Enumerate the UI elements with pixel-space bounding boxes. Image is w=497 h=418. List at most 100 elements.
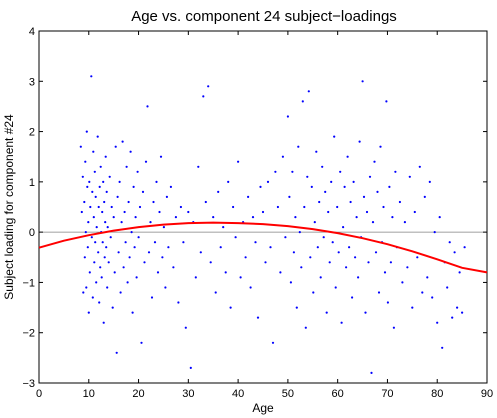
scatter-point bbox=[165, 195, 168, 198]
scatter-point bbox=[458, 271, 461, 274]
scatter-point bbox=[125, 165, 128, 168]
scatter-point bbox=[333, 135, 336, 138]
scatter-point bbox=[428, 180, 431, 183]
scatter-point bbox=[132, 185, 135, 188]
scatter-point bbox=[167, 246, 170, 249]
scatter-point bbox=[310, 185, 313, 188]
scatter-point bbox=[313, 221, 316, 224]
scatter-point bbox=[446, 286, 449, 289]
scatter-point bbox=[288, 195, 291, 198]
x-tick-label: 90 bbox=[481, 388, 493, 400]
scatter-point bbox=[97, 251, 100, 254]
scatter-point bbox=[90, 236, 93, 239]
scatter-point bbox=[146, 105, 149, 108]
x-tick-label: 80 bbox=[431, 388, 443, 400]
x-tick-label: 60 bbox=[332, 388, 344, 400]
scatter-point bbox=[122, 266, 125, 269]
scatter-point bbox=[161, 256, 164, 259]
scatter-point bbox=[438, 216, 441, 219]
fit-curve-group bbox=[38, 221, 488, 274]
x-tick-label: 20 bbox=[132, 388, 144, 400]
scatter-point bbox=[271, 341, 275, 344]
scatter-point bbox=[149, 221, 152, 224]
scatter-point bbox=[312, 291, 315, 294]
scatter-point bbox=[426, 276, 429, 279]
scatter-point bbox=[88, 180, 91, 183]
scatter-point bbox=[91, 296, 94, 299]
scatter-point bbox=[82, 291, 85, 294]
scatter-point bbox=[398, 200, 401, 204]
scatter-point bbox=[259, 185, 262, 188]
scatter-point bbox=[330, 180, 333, 183]
scatter-point bbox=[150, 296, 154, 299]
y-tick-label: −2 bbox=[22, 328, 35, 340]
scatter-point bbox=[379, 145, 382, 148]
scatter-point bbox=[110, 205, 113, 209]
scatter-point bbox=[357, 276, 360, 279]
scatter-point bbox=[433, 231, 436, 234]
scatter-point bbox=[202, 95, 205, 98]
scatter-point bbox=[266, 180, 270, 183]
scatter-point bbox=[276, 205, 279, 209]
scatter-point bbox=[136, 170, 139, 173]
y-tick-label: 4 bbox=[29, 26, 35, 38]
scatter-point bbox=[301, 100, 304, 103]
scatter-point bbox=[244, 256, 247, 259]
y-tick-label: −1 bbox=[22, 277, 35, 289]
scatter-point bbox=[219, 246, 222, 249]
scatter-point bbox=[451, 316, 454, 319]
scatter-point bbox=[349, 200, 352, 204]
scatter-point bbox=[274, 170, 277, 173]
scatter-point bbox=[254, 241, 257, 244]
scatter-point bbox=[138, 205, 142, 209]
scatter-point bbox=[391, 216, 394, 219]
scatter-point bbox=[124, 241, 127, 244]
scatter-point bbox=[174, 216, 177, 219]
scatter-point bbox=[101, 210, 104, 214]
scatter-point bbox=[207, 85, 210, 88]
y-axis-label: Subject loading for component #24 bbox=[2, 114, 16, 300]
scatter-point bbox=[93, 261, 96, 264]
scatter-point bbox=[322, 236, 325, 239]
scatter-point bbox=[108, 175, 111, 178]
scatter-point bbox=[309, 256, 312, 259]
scatter-point bbox=[83, 256, 86, 259]
scatter-point bbox=[441, 346, 444, 349]
scatter-point bbox=[406, 266, 409, 269]
scatter-point bbox=[339, 170, 342, 173]
scatter-point bbox=[345, 266, 348, 269]
scatter-point bbox=[324, 190, 327, 193]
scatter-point bbox=[386, 301, 389, 304]
scatter-point bbox=[340, 321, 343, 324]
scatter-point bbox=[403, 221, 406, 224]
scatter-point bbox=[214, 291, 217, 294]
scatter-point bbox=[90, 75, 93, 78]
scatter-point bbox=[291, 170, 294, 173]
scatter-point bbox=[373, 160, 376, 163]
scatter-point bbox=[401, 281, 404, 284]
scatter-point bbox=[297, 145, 300, 148]
scatter-point bbox=[411, 306, 414, 309]
scatter-point bbox=[128, 256, 131, 259]
scatter-point bbox=[371, 221, 375, 224]
scatter-point bbox=[119, 291, 122, 294]
scatter-point bbox=[116, 195, 119, 198]
scatter-point bbox=[224, 271, 227, 274]
scatter-point bbox=[342, 226, 345, 229]
scatter-point bbox=[88, 271, 91, 274]
scatter-point bbox=[159, 155, 163, 158]
y-tick-label: 0 bbox=[29, 227, 35, 239]
scatter-point bbox=[126, 281, 129, 284]
scatter-point bbox=[143, 261, 146, 264]
scatter-point bbox=[453, 251, 456, 254]
scatter-point bbox=[147, 251, 151, 254]
scatter-point bbox=[79, 145, 82, 148]
scatter-point bbox=[85, 286, 88, 289]
x-tick-label: 70 bbox=[381, 388, 393, 400]
scatter-point bbox=[89, 205, 92, 209]
scatter-point bbox=[187, 210, 190, 214]
scatter-point bbox=[292, 251, 295, 254]
scatter-point bbox=[105, 246, 108, 249]
scatter-point bbox=[358, 140, 361, 143]
scatter-point bbox=[106, 226, 109, 229]
